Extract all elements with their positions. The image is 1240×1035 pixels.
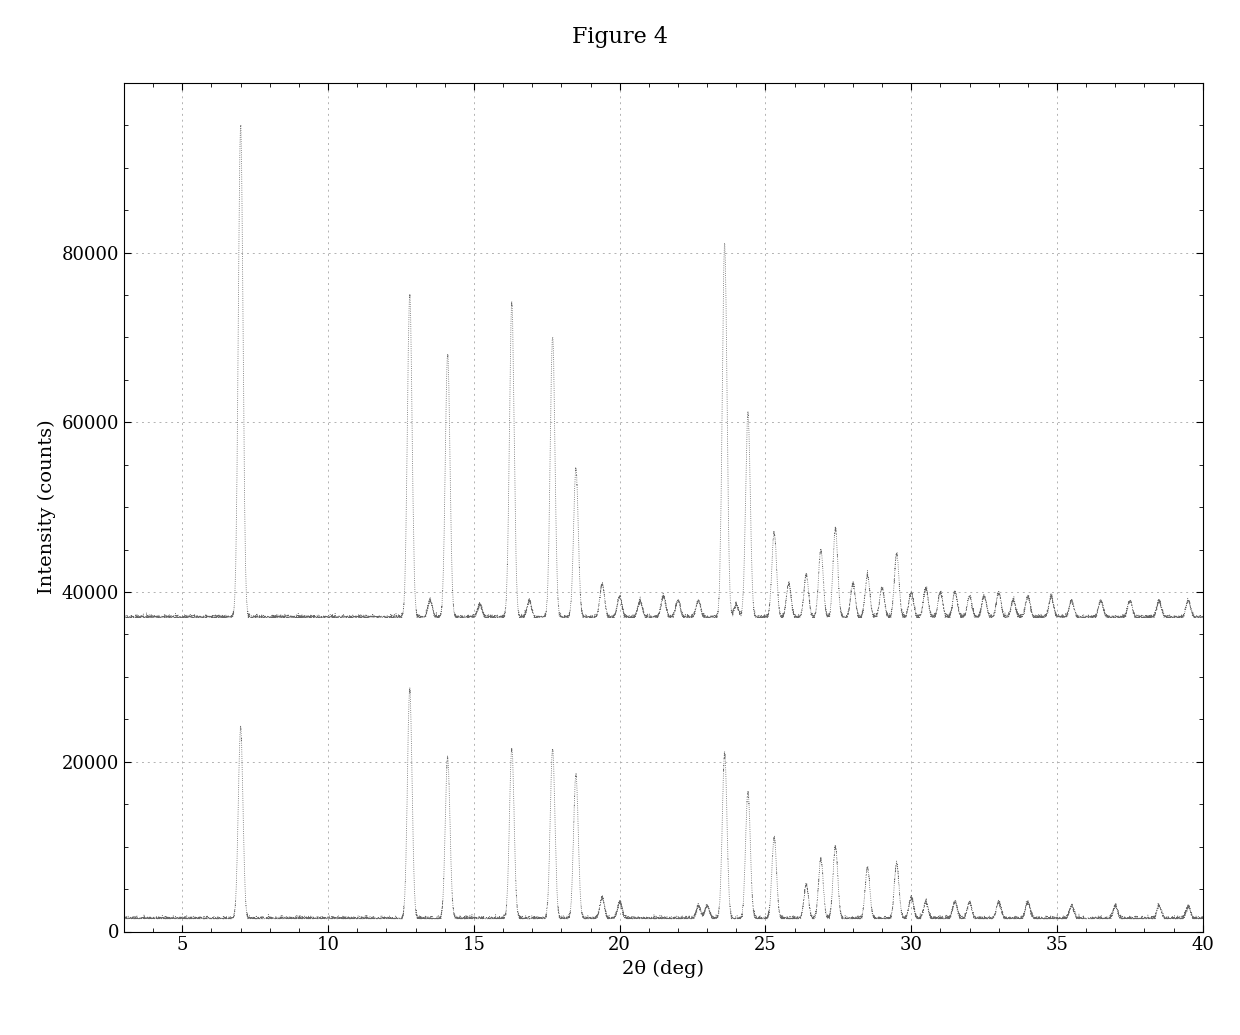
Y-axis label: Intensity (counts): Intensity (counts) — [38, 420, 56, 594]
X-axis label: 2θ (deg): 2θ (deg) — [622, 959, 704, 978]
Text: Figure 4: Figure 4 — [572, 26, 668, 48]
